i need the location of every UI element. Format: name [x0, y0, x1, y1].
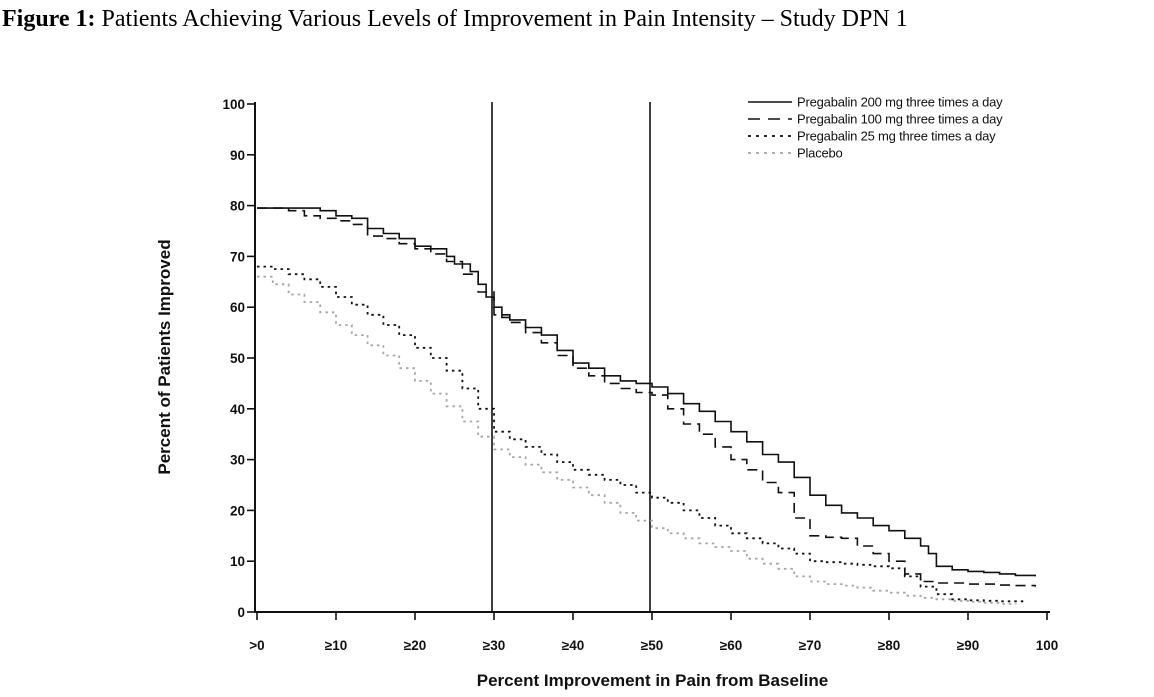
y-tick-label: 60: [230, 300, 245, 315]
y-tick-label: 40: [230, 402, 245, 417]
y-tick-label: 90: [230, 148, 245, 163]
y-tick-label: 0: [237, 605, 245, 620]
y-tick-label: 30: [230, 453, 245, 468]
y-tick-label: 10: [230, 554, 245, 569]
figure-number-label: Figure 1:: [2, 6, 96, 32]
x-tick-label: ≥40: [562, 638, 584, 653]
legend-label: Pregabalin 100 mg three times a day: [797, 112, 1003, 127]
x-tick-label: ≥20: [404, 638, 426, 653]
series-curve-pregabalin-200mg: [257, 207, 1036, 577]
y-tick-label: 80: [230, 199, 245, 214]
y-tick-label: 100: [222, 97, 245, 112]
y-tick-label: 70: [230, 249, 245, 264]
x-tick-label: ≥10: [325, 638, 347, 653]
x-tick-label: >0: [249, 638, 264, 653]
x-tick-label: ≥90: [957, 638, 979, 653]
x-tick-label: ≥80: [878, 638, 900, 653]
y-axis-title: Percent of Patients Improved: [155, 239, 174, 474]
figure-title: Figure 1: Patients Achieving Various Lev…: [2, 6, 1154, 33]
legend-label: Pregabalin 25 mg three times a day: [797, 129, 996, 144]
x-axis-title: Percent Improvement in Pain from Baselin…: [477, 671, 828, 690]
x-tick-label: ≥50: [641, 638, 663, 653]
legend-label: Pregabalin 200 mg three times a day: [797, 95, 1003, 110]
y-tick-label: 50: [230, 351, 245, 366]
x-tick-label: 100: [1036, 638, 1059, 653]
series-curve-pregabalin-25mg: [257, 265, 1025, 603]
x-tick-label: ≥70: [799, 638, 821, 653]
x-tick-label: ≥60: [720, 638, 742, 653]
figure-caption-text: Patients Achieving Various Levels of Imp…: [95, 6, 908, 32]
y-tick-label: 20: [230, 503, 245, 518]
legend-label: Placebo: [797, 146, 843, 161]
series-curve-pregabalin-100mg: [257, 207, 1036, 587]
series-curve-placebo: [257, 275, 1017, 605]
x-tick-label: ≥30: [483, 638, 505, 653]
